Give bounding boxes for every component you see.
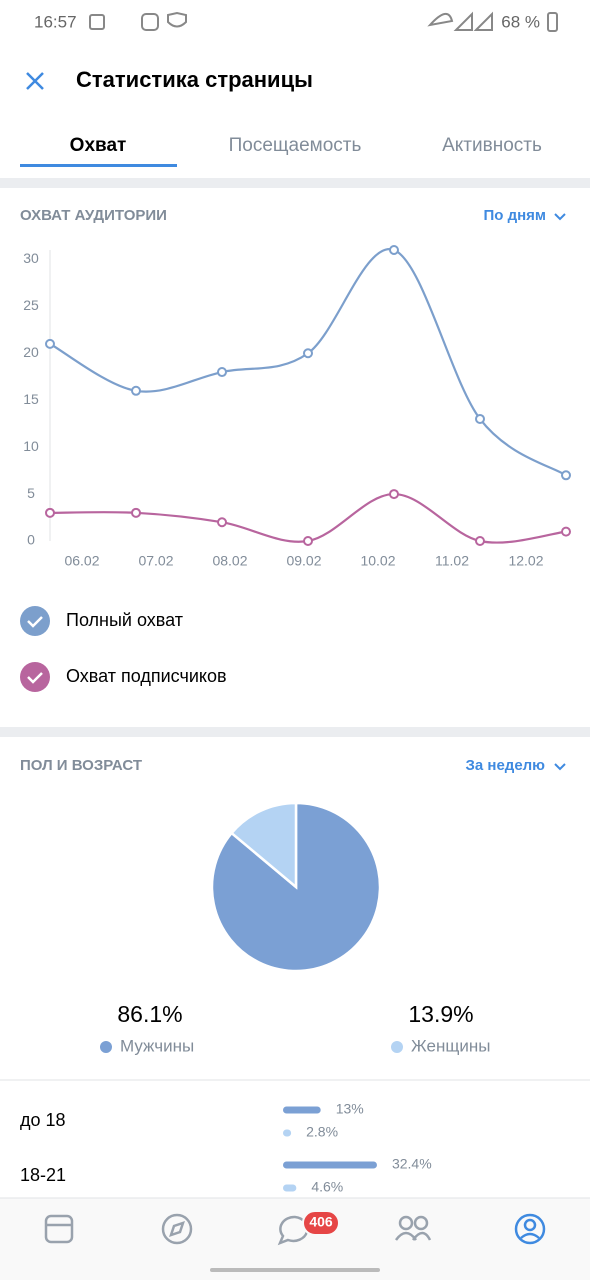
legend-check	[20, 606, 50, 636]
point	[45, 338, 55, 349]
badge-count: 406	[309, 1214, 333, 1230]
point	[389, 245, 399, 255]
chevron	[554, 213, 566, 221]
bar	[283, 1161, 377, 1169]
bar	[283, 1106, 321, 1114]
point	[561, 526, 571, 537]
tab-indicator	[20, 164, 177, 167]
legend-dot	[391, 1041, 403, 1053]
x-tick-label: 11.02	[435, 553, 469, 569]
legend-label: Полный охват	[66, 610, 183, 630]
section-title: ОХВАТ АУДИТОРИИ	[20, 207, 167, 224]
tab[interactable]: Активность	[442, 135, 542, 156]
tab[interactable]: Посещаемость	[229, 135, 362, 156]
pie-value: 13.9%	[408, 1001, 473, 1027]
x-tick-label: 10.02	[360, 553, 395, 569]
age-label: до 18	[20, 1110, 66, 1130]
legend-label: Мужчины	[120, 1036, 194, 1055]
point	[131, 507, 141, 518]
separator	[0, 727, 590, 737]
page-title: Статистика страницы	[76, 67, 313, 92]
separator	[0, 178, 590, 188]
badge	[302, 1210, 340, 1236]
point	[45, 507, 55, 518]
check-mark	[27, 616, 43, 628]
bar-label: 32.4%	[392, 1156, 432, 1172]
point	[217, 517, 227, 528]
y-tick-label: 5	[27, 485, 35, 501]
legend-dot	[100, 1041, 112, 1053]
y-tick-label: 0	[27, 532, 35, 548]
point	[475, 536, 485, 546]
tab[interactable]: Охват	[70, 135, 127, 156]
status-time: 16:57	[34, 12, 77, 31]
point	[389, 489, 399, 500]
pie-value: 86.1%	[117, 1001, 182, 1027]
close-button[interactable]	[26, 72, 44, 90]
bar	[283, 1184, 297, 1192]
x-tick-label: 09.02	[286, 553, 321, 569]
pie-slice	[229, 801, 298, 890]
bar-label: 13%	[336, 1101, 364, 1117]
status-battery: 68 %	[501, 12, 540, 31]
period-select[interactable]: По дням	[483, 207, 546, 224]
bar-label: 4.6%	[311, 1179, 343, 1195]
nav-profile[interactable]	[514, 1213, 546, 1245]
nav-icons[interactable]	[44, 1213, 432, 1246]
status-icons	[89, 11, 493, 31]
point	[131, 385, 141, 396]
y-tick-label: 10	[23, 438, 39, 454]
x-tick-label: 08.02	[212, 553, 247, 569]
bar-label: 2.8%	[306, 1124, 338, 1140]
x-tick-label: 07.02	[138, 553, 173, 569]
y-tick-label: 20	[23, 344, 39, 360]
point	[475, 413, 485, 424]
section-title: ПОЛ И ВОЗРАСТ	[20, 757, 142, 774]
check-mark	[27, 672, 43, 684]
legend-check	[20, 662, 50, 692]
bottom-nav	[0, 1198, 590, 1280]
bar	[283, 1129, 292, 1137]
battery-icon	[547, 12, 558, 32]
period-select[interactable]: За неделю	[465, 757, 545, 774]
age-label: 18-21	[20, 1165, 66, 1185]
y-tick-label: 15	[23, 391, 39, 407]
point	[303, 348, 313, 359]
home-indicator	[210, 1268, 380, 1272]
legend-label: Охват подписчиков	[66, 666, 227, 686]
x-tick-label: 12.02	[508, 553, 543, 569]
x-tick-label: 06.02	[64, 553, 99, 569]
chevron	[554, 763, 566, 771]
legend-label: Женщины	[411, 1036, 490, 1055]
point	[217, 367, 227, 378]
y-tick-label: 30	[23, 250, 39, 266]
point	[303, 536, 313, 546]
y-tick-label: 25	[23, 297, 39, 313]
point	[561, 470, 571, 481]
